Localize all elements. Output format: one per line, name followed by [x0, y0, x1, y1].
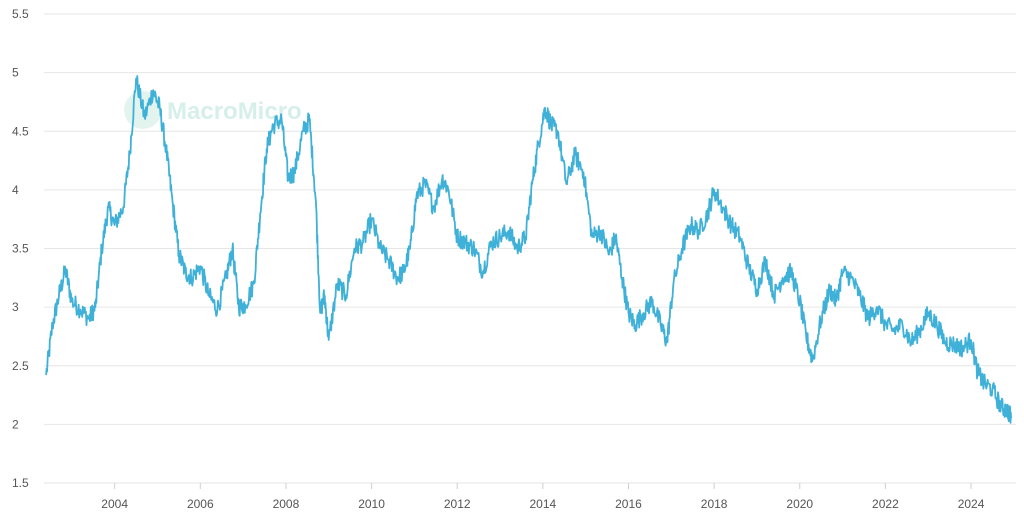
- x-tick-label: 2016: [615, 497, 642, 511]
- y-tick-label: 1.5: [12, 476, 29, 490]
- x-tick-label: 2006: [187, 497, 214, 511]
- x-tick-label: 2010: [358, 497, 385, 511]
- x-tick-label: 2014: [529, 497, 556, 511]
- x-tick-label: 2004: [101, 497, 128, 511]
- y-axis-ticks: 1.5 2 2.5 3 3.5 4 4.5 5 5.5: [12, 7, 29, 490]
- grid-lines: [44, 13, 1016, 484]
- x-axis-ticks: 2004 2006 2008 2010 2012 2014 2016 2018 2020 2022…: [101, 483, 985, 511]
- y-tick-label: 4: [12, 183, 19, 197]
- x-tick-label: 2018: [701, 497, 728, 511]
- y-tick-label: 3.5: [12, 242, 29, 256]
- x-tick-label: 2022: [872, 497, 899, 511]
- x-tick-label: 2020: [786, 497, 813, 511]
- x-tick-label: 2012: [444, 497, 471, 511]
- y-tick-label: 5.5: [12, 7, 29, 21]
- y-tick-label: 2: [12, 417, 19, 431]
- series-layer: [45, 75, 1013, 424]
- x-tick-label: 2008: [273, 497, 300, 511]
- series-line: [45, 75, 1013, 424]
- x-tick-label: 2024: [958, 497, 985, 511]
- y-tick-label: 5: [12, 66, 19, 80]
- y-tick-label: 4.5: [12, 124, 29, 138]
- y-tick-label: 3: [12, 300, 19, 314]
- y-tick-label: 2.5: [12, 359, 29, 373]
